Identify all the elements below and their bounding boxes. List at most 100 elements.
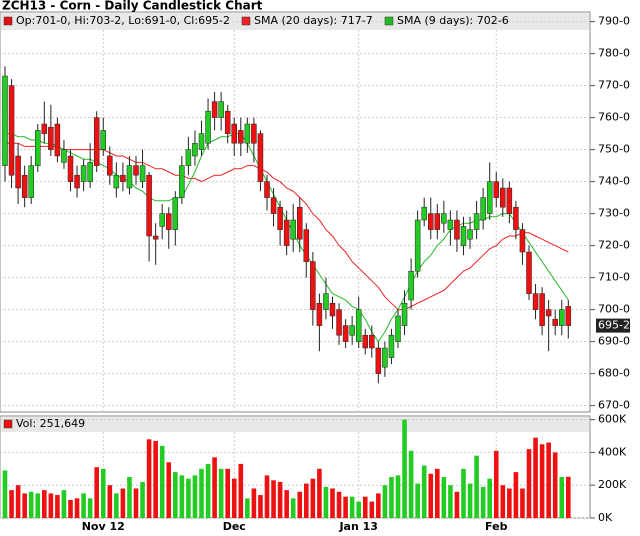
candle-body [133, 165, 139, 176]
volume-bar [199, 468, 204, 518]
volume-bar [15, 485, 21, 518]
candle-body [552, 318, 558, 326]
candle-body [506, 187, 513, 214]
volume-bar [343, 496, 348, 518]
volume-bar [474, 455, 479, 518]
y-tick-label: 600K [598, 413, 627, 426]
volume-bar [526, 449, 532, 518]
volume-bar [120, 488, 126, 518]
candle-body [21, 174, 28, 198]
volume-bar [107, 485, 113, 518]
y-tick-label: 770-0 [598, 79, 630, 92]
candle-body [467, 229, 473, 240]
volume-bar [467, 483, 473, 518]
volume-bar [461, 468, 466, 518]
candle-body [329, 302, 336, 317]
volume-bar [146, 439, 152, 518]
candle-body [362, 334, 368, 349]
volume-bar [114, 493, 119, 518]
volume-bar [2, 470, 8, 518]
legend-swatch [384, 16, 394, 26]
candle-body [126, 165, 133, 189]
volume-bar [22, 493, 27, 518]
candle-body [205, 110, 211, 144]
candle-body [519, 229, 526, 253]
y-tick-label: 730-0 [598, 207, 630, 220]
candle-body [526, 251, 532, 294]
volume-bar [251, 488, 257, 518]
candle-body [179, 165, 185, 198]
candle-body [349, 325, 355, 336]
volume-bar [415, 483, 420, 518]
candle-body [486, 181, 493, 214]
candle-body [93, 117, 100, 166]
candle-body [87, 162, 93, 182]
candle-body [421, 206, 427, 221]
volume-bar [441, 477, 447, 518]
candle-body [107, 155, 113, 176]
volume-bar [55, 495, 60, 518]
volume-bar [192, 475, 198, 518]
candle-body [565, 306, 572, 326]
volume-bar [173, 472, 178, 518]
candle-body [388, 334, 395, 358]
volume-bar [271, 480, 276, 518]
price-panel [0, 11, 591, 413]
x-tick-label: Jan 13 [338, 520, 377, 533]
volume-bar [546, 442, 551, 518]
volume-bar [153, 440, 158, 518]
legend-label: SMA (20 days): 717-7 [254, 14, 373, 27]
candle-body [48, 126, 54, 150]
volume-bar [297, 491, 303, 518]
candle-body [303, 229, 310, 262]
candle-body [441, 213, 447, 224]
volume-bar [336, 491, 342, 518]
legend-label: Vol: 251,649 [16, 417, 85, 430]
candle-body [146, 174, 152, 237]
candle-body [434, 213, 441, 230]
volume-bar [356, 501, 361, 518]
y-tick-label: 720-0 [598, 239, 630, 252]
candle-body [375, 347, 382, 374]
candle-body [74, 174, 80, 189]
candle-body [559, 309, 565, 326]
volume-bar [382, 485, 388, 518]
volume-bar [166, 462, 172, 518]
x-tick-label: Dec [223, 520, 246, 533]
volume-bar [520, 488, 525, 518]
candle-body [218, 101, 224, 118]
y-tick-label: 750-0 [598, 143, 630, 156]
legend-swatch [3, 419, 13, 429]
candle-body [15, 155, 21, 189]
volume-bar [186, 478, 191, 518]
volume-bar [513, 472, 519, 518]
candle-body [493, 181, 499, 198]
candle-body [428, 213, 434, 230]
candle-body [414, 219, 421, 272]
volume-bar [277, 481, 283, 518]
candle-body [342, 325, 349, 342]
candle-body [539, 293, 545, 326]
candle-body [100, 130, 106, 150]
volume-bar [284, 490, 289, 518]
candle-body [120, 174, 126, 182]
candle-body [231, 123, 237, 144]
volume-bar [94, 467, 99, 518]
candle-body [2, 75, 8, 166]
volume-bar [48, 493, 54, 518]
volume-bar [402, 419, 407, 518]
volume-bar [330, 488, 335, 518]
candle-body [238, 130, 244, 144]
candle-body [211, 101, 218, 118]
volume-bar [493, 450, 499, 518]
candle-body [545, 309, 552, 317]
volume-bar [362, 496, 368, 518]
legend-swatch [3, 16, 13, 26]
volume-bar [179, 475, 185, 518]
candle-body [152, 235, 159, 240]
y-tick-label: 740-0 [598, 175, 630, 188]
candle-body [67, 155, 74, 182]
volume-bar [87, 498, 93, 518]
legend-swatch [241, 16, 251, 26]
volume-bar [349, 496, 355, 518]
